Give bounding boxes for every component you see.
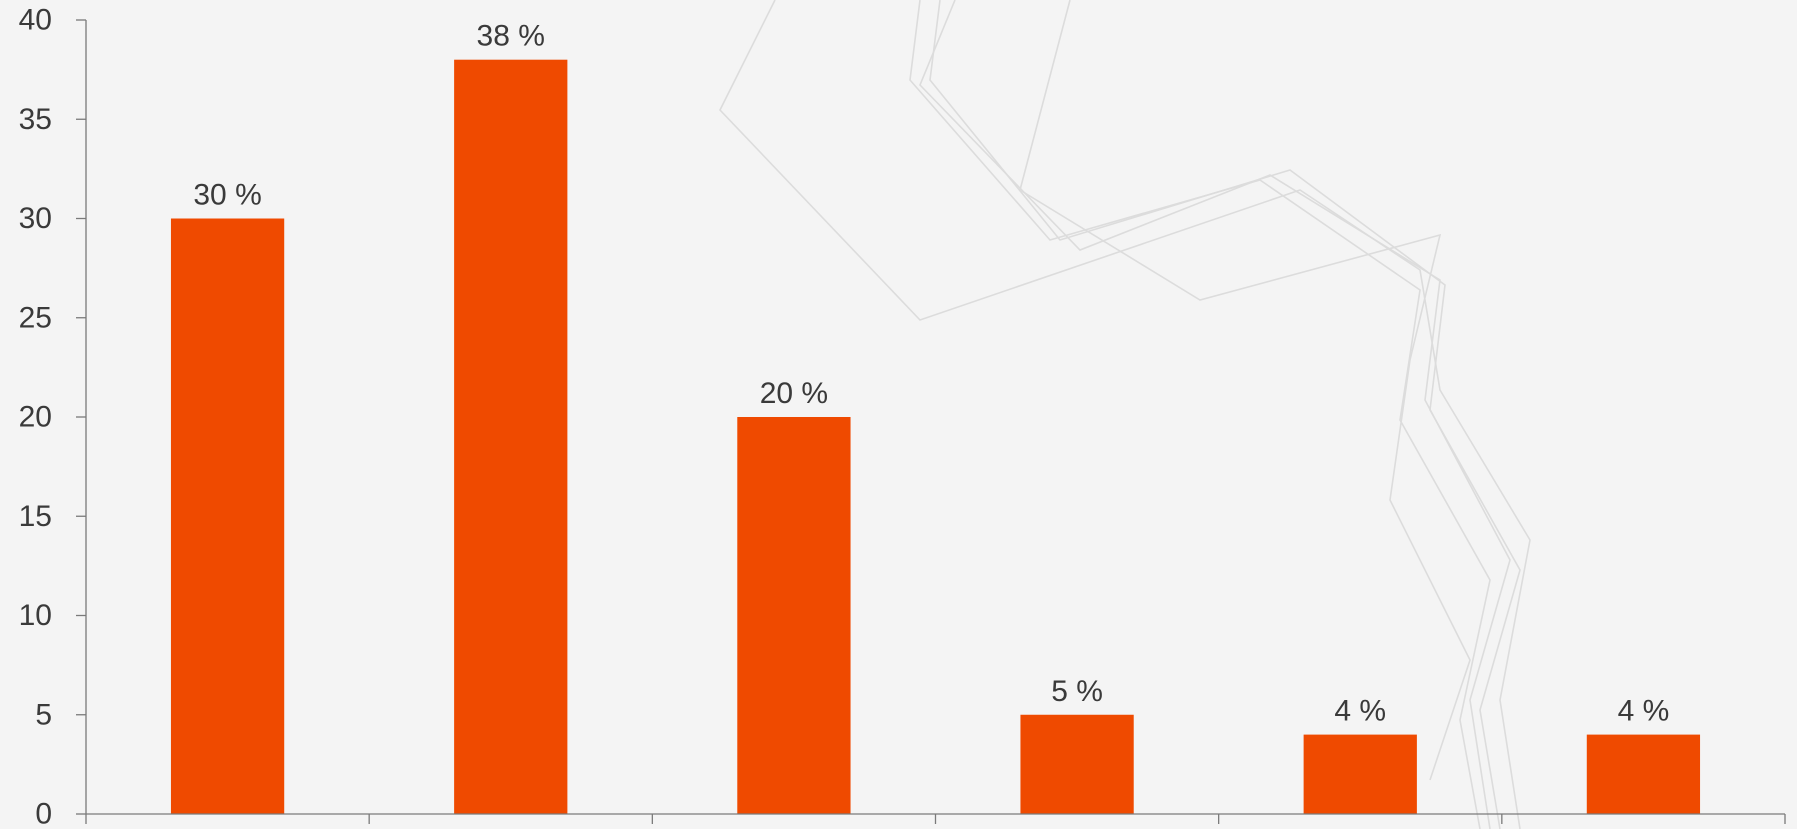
bar [1303,734,1417,814]
background-decoration [719,0,1531,829]
bar-data-label: 38 % [477,20,545,53]
y-tick-label: 20 [19,401,52,434]
y-tick-label: 5 [35,698,52,731]
y-tick-label: 40 [19,4,52,37]
bar-data-label: 4 % [1618,695,1670,728]
y-tick-label: 30 [19,202,52,235]
y-tick-label: 25 [19,301,52,334]
y-tick-label: 35 [19,103,52,136]
y-axis-ticks: 0 5 10 15 20 25 30 35 40 [19,4,86,829]
bar [1586,734,1701,814]
y-tick-label: 15 [19,500,52,533]
bar [170,218,285,814]
y-tick-label: 0 [35,798,52,829]
bar [454,59,568,814]
y-tick-label: 10 [19,599,52,632]
bar-data-label: 5 % [1051,675,1103,708]
bar [1020,714,1134,814]
x-axis-ticks [85,814,1786,824]
data-labels: 30 % 38 % 20 % 5 % 4 % 4 % [193,20,1669,728]
bar-data-label: 20 % [760,377,828,410]
bar-data-label: 30 % [193,179,261,212]
bar-data-label: 4 % [1334,695,1386,728]
bar [737,417,851,814]
bar-series [170,59,1701,814]
